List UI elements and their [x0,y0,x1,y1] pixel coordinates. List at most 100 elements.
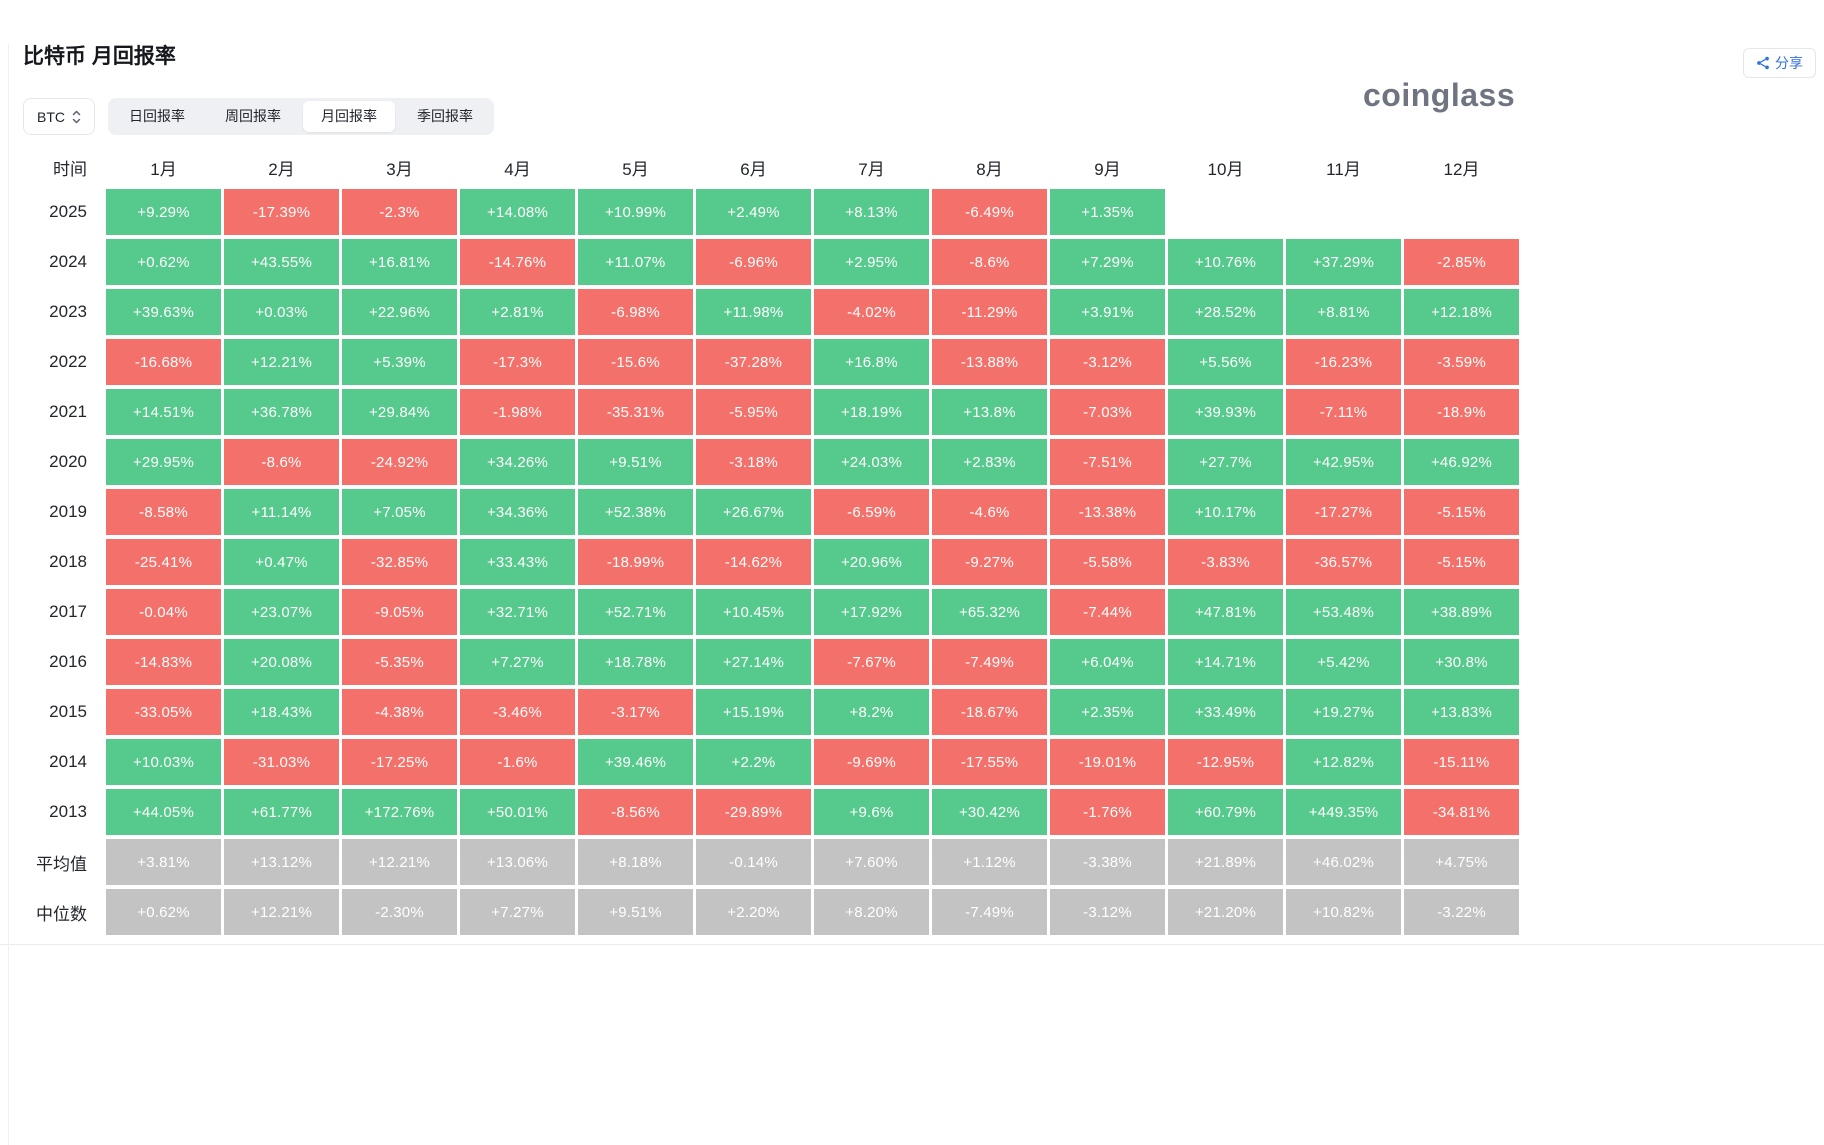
return-cell: +10.03% [106,739,221,785]
row-label: 2022 [49,352,87,371]
return-cell: +16.8% [814,339,929,385]
period-tabs: 日回报率 周回报率 月回报率 季回报率 [108,98,494,135]
return-cell [1404,189,1519,235]
return-cell: +9.29% [106,189,221,235]
tab-monthly-returns[interactable]: 月回报率 [303,101,395,132]
column-header-month: 1月 [150,159,177,179]
return-cell: -34.81% [1404,789,1519,835]
return-cell: +47.81% [1168,589,1283,635]
return-cell: +53.48% [1286,589,1401,635]
return-cell: +34.26% [460,439,575,485]
return-cell: -11.29% [932,289,1047,335]
return-cell: -3.12% [1050,339,1165,385]
table-bottom-divider [0,944,1824,945]
row-label: 2013 [49,802,87,821]
return-cell: -4.6% [932,489,1047,535]
return-cell: -7.49% [932,639,1047,685]
coin-selector[interactable]: BTC [23,98,95,135]
return-cell: +52.71% [578,589,693,635]
return-cell: -7.67% [814,639,929,685]
return-cell: +2.81% [460,289,575,335]
return-cell: +61.77% [224,789,339,835]
tab-weekly-returns[interactable]: 周回报率 [225,108,281,124]
column-header-time: 时间 [53,159,87,179]
return-cell: -8.56% [578,789,693,835]
return-cell: -2.3% [342,189,457,235]
return-cell: +29.84% [342,389,457,435]
return-cell: -2.30% [342,889,457,935]
return-cell: -0.04% [106,589,221,635]
row-label: 2017 [49,602,87,621]
return-cell: +14.08% [460,189,575,235]
return-cell: -6.49% [932,189,1047,235]
return-cell: +27.14% [696,639,811,685]
return-cell: -17.39% [224,189,339,235]
return-cell: -29.89% [696,789,811,835]
return-cell: -14.83% [106,639,221,685]
return-cell: -18.99% [578,539,693,585]
return-cell: -5.15% [1404,539,1519,585]
return-cell: +38.89% [1404,589,1519,635]
page-title: 比特币 月回报率 [23,45,176,68]
return-cell: +9.51% [578,889,693,935]
coinglass-logo: coinglass [1363,77,1516,113]
return-cell: +8.20% [814,889,929,935]
return-cell: +7.05% [342,489,457,535]
return-cell: +65.32% [932,589,1047,635]
return-cell: -33.05% [106,689,221,735]
return-cell: +32.71% [460,589,575,635]
return-cell: -17.25% [342,739,457,785]
row-label: 平均值 [36,854,87,874]
return-cell: -7.44% [1050,589,1165,635]
tab-quarterly-returns[interactable]: 季回报率 [417,108,473,124]
row-label: 中位数 [36,904,87,924]
return-cell: +8.81% [1286,289,1401,335]
return-cell: -5.95% [696,389,811,435]
return-cell: -0.14% [696,839,811,885]
return-cell: +22.96% [342,289,457,335]
return-cell: +17.92% [814,589,929,635]
return-cell: +36.78% [224,389,339,435]
return-cell: -3.12% [1050,889,1165,935]
return-cell: +9.51% [578,439,693,485]
row-label: 2020 [49,452,87,471]
return-cell: -32.85% [342,539,457,585]
return-cell: +18.19% [814,389,929,435]
return-cell: +52.38% [578,489,693,535]
return-cell: -3.83% [1168,539,1283,585]
return-cell: -4.02% [814,289,929,335]
return-cell: -7.49% [932,889,1047,935]
return-cell: +12.82% [1286,739,1401,785]
tab-daily-returns[interactable]: 日回报率 [129,108,185,124]
return-cell: +37.29% [1286,239,1401,285]
return-cell: +29.95% [106,439,221,485]
return-cell: -15.6% [578,339,693,385]
return-cell: +4.75% [1404,839,1519,885]
share-button[interactable]: 分享 [1743,48,1816,78]
return-cell: +7.27% [460,639,575,685]
return-cell: -14.62% [696,539,811,585]
return-cell: -6.59% [814,489,929,535]
return-cell: -2.85% [1404,239,1519,285]
return-cell: +18.43% [224,689,339,735]
return-cell: +13.06% [460,839,575,885]
return-cell [1168,189,1283,235]
column-header-month: 5月 [622,159,649,179]
return-cell: +0.62% [106,239,221,285]
row-label: 2021 [49,402,87,421]
return-cell: +39.46% [578,739,693,785]
return-cell: +9.6% [814,789,929,835]
return-cell: -17.27% [1286,489,1401,535]
return-cell: +10.17% [1168,489,1283,535]
return-cell: -9.05% [342,589,457,635]
row-label: 2019 [49,502,87,521]
return-cell: +10.82% [1286,889,1401,935]
return-cell: -17.3% [460,339,575,385]
return-cell: -3.46% [460,689,575,735]
return-cell: +12.21% [342,839,457,885]
return-cell: -8.6% [224,439,339,485]
return-cell: +13.12% [224,839,339,885]
return-cell: +21.20% [1168,889,1283,935]
return-cell: +3.81% [106,839,221,885]
return-cell: +7.27% [460,889,575,935]
